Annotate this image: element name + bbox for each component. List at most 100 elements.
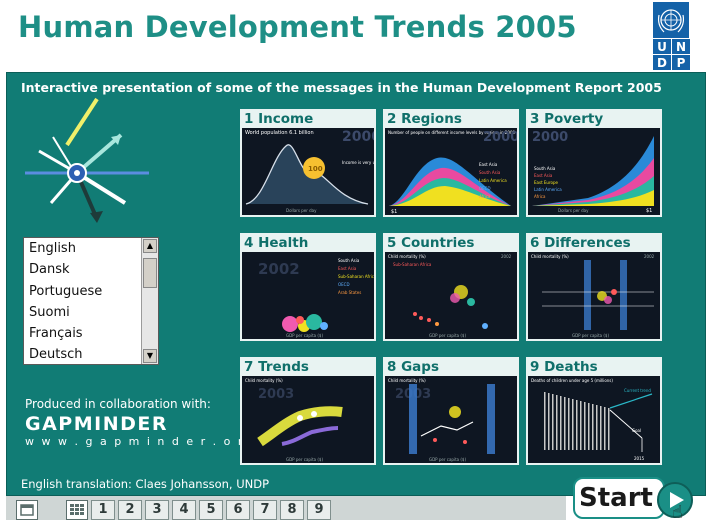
legend-item: East Asia — [479, 162, 498, 167]
slide-button[interactable]: 8 — [280, 500, 304, 520]
legend-item: South Asia — [479, 170, 501, 175]
slide-button[interactable]: 5 — [199, 500, 223, 520]
language-option[interactable]: Dansk — [29, 262, 70, 278]
scroll-thumb[interactable] — [143, 258, 157, 288]
tile-year: 2000 — [342, 129, 374, 145]
legend-item: East Asia — [338, 266, 357, 271]
legend-item: Africa — [479, 194, 491, 199]
legend-item: Latin America — [534, 187, 562, 192]
tile-caption: World population 6.1 billion — [245, 130, 314, 136]
legend-item: East Europe — [534, 180, 559, 185]
legend-item: OECD — [338, 282, 350, 287]
language-option[interactable]: Deutsch — [29, 347, 83, 363]
collaboration-label: Produced in collaboration with: — [25, 397, 211, 411]
legend-item: Sub-Saharan Africa — [338, 274, 374, 279]
tile-title: 1 Income — [242, 111, 374, 128]
pointer-hand-icon: ☝ — [672, 502, 683, 523]
slide-button[interactable]: 4 — [172, 500, 196, 520]
tile-deaths[interactable]: 9 Deaths Deaths of children under age 5 … — [526, 357, 662, 465]
tile-year: 2002 — [501, 254, 512, 259]
language-option[interactable]: English — [29, 241, 76, 256]
legend-item: South Asia — [338, 258, 360, 263]
start-button[interactable]: Start — [573, 477, 665, 519]
gapminder-logo: GAPMINDER — [25, 413, 168, 435]
tile-title: 9 Deaths — [528, 359, 660, 376]
language-option[interactable]: Français — [29, 326, 83, 342]
window-icon[interactable] — [16, 500, 38, 520]
gapminder-url[interactable]: w w w . g a p m i n d e r . o r g — [25, 435, 259, 448]
play-icon[interactable] — [657, 482, 693, 518]
tile-xlabel: GDP per capita ($) — [429, 457, 466, 462]
slide-button[interactable]: 2 — [118, 500, 142, 520]
tile-annot: Goal — [632, 428, 641, 433]
tile-title: 4 Health — [242, 235, 374, 252]
language-listbox[interactable]: English Dansk Portuguese Suomi Français … — [23, 237, 159, 365]
legend-item: South Asia — [534, 166, 556, 171]
undp-logo: U N D P — [653, 2, 690, 70]
tile-trends[interactable]: 7 Trends Child mortality (%) 2003 GDP pe… — [240, 357, 376, 465]
un-emblem-icon — [653, 2, 689, 38]
tile-caption: Child mortality (%) — [388, 254, 426, 259]
tile-differences[interactable]: 6 Differences Child mortality (%) 2002 G… — [526, 233, 662, 341]
undp-letter: N — [672, 39, 690, 54]
tile-title: 7 Trends — [242, 359, 374, 376]
tile-year: 2003 — [258, 387, 294, 402]
tile-note: Income is very unequally distributed acr… — [342, 160, 374, 165]
tile-year: 2002 — [258, 260, 300, 278]
tile-caption: Dollars per day — [558, 208, 589, 213]
slide-button[interactable]: 9 — [307, 500, 331, 520]
tile-year: 2000 — [483, 130, 517, 145]
tile-xlabel: GDP per capita ($) — [286, 333, 323, 338]
tile-caption: Deaths of children under age 5 (millions… — [531, 378, 613, 383]
tile-poverty[interactable]: 3 Poverty 2000 South Asia East Asia East… — [526, 109, 662, 217]
tile-caption: Child mortality (%) — [245, 378, 283, 383]
tile-title: 8 Gaps — [385, 359, 517, 376]
slide-button[interactable]: 1 — [91, 500, 115, 520]
tile-annot: Sub-Saharan Africa — [393, 262, 432, 267]
tile-health[interactable]: 4 Health 2002 South Asia East Asia Sub-S… — [240, 233, 376, 341]
translation-credit: English translation: Claes Johansson, UN… — [21, 477, 270, 491]
tile-income[interactable]: 1 Income World population 6.1 billion 20… — [240, 109, 376, 217]
tile-countries[interactable]: 5 Countries Child mortality (%) 2002 Sub… — [383, 233, 519, 341]
main-panel: Interactive presentation of some of the … — [6, 72, 706, 496]
language-option[interactable]: Portuguese — [29, 283, 103, 299]
tile-xlabel: Dollars per day — [286, 208, 317, 213]
tile-title: 3 Poverty — [528, 111, 660, 128]
tile-caption: Child mortality (%) — [388, 378, 426, 383]
tile-tick: $1 — [646, 208, 652, 214]
legend-item: Latin America — [479, 178, 507, 183]
scroll-down-arrow-icon[interactable]: ▼ — [143, 349, 157, 363]
slide-button[interactable]: 6 — [226, 500, 250, 520]
tile-year: 2000 — [532, 130, 568, 145]
tile-title: 5 Countries — [385, 235, 517, 252]
undp-letter: U — [653, 39, 671, 54]
undp-letter: D — [653, 55, 671, 70]
tile-xlabel: GDP per capita ($) — [286, 457, 323, 462]
tile-title: 6 Differences — [528, 235, 660, 252]
tile-caption: Child mortality (%) — [531, 254, 569, 259]
page-title: Human Development Trends 2005 — [18, 10, 577, 44]
panel-subtitle: Interactive presentation of some of the … — [21, 80, 662, 95]
tile-gaps[interactable]: 8 Gaps Child mortality (%) 2003 GDP per … — [383, 357, 519, 465]
tile-year: 2015 — [634, 456, 645, 461]
tile-title: 2 Regions — [385, 111, 517, 128]
tile-annot: Current trend — [624, 388, 651, 393]
slide-button[interactable]: 7 — [253, 500, 277, 520]
trends-logo-icon — [25, 97, 149, 223]
legend-item: Arab States — [338, 290, 361, 295]
legend-item: East Asia — [534, 173, 553, 178]
undp-letter: P — [672, 55, 690, 70]
tile-xlabel: GDP per capita ($) — [429, 333, 466, 338]
scroll-up-arrow-icon[interactable]: ▲ — [143, 239, 157, 253]
legend-item: OECD — [479, 186, 491, 191]
tile-xlabel: GDP per capita ($) — [572, 333, 609, 338]
slide-button[interactable]: 3 — [145, 500, 169, 520]
legend-item: Africa — [534, 194, 546, 199]
tile-regions[interactable]: 2 Regions Number of people on different … — [383, 109, 519, 217]
tile-tick: $1 — [391, 209, 397, 215]
tile-year: 2002 — [644, 254, 655, 259]
language-scrollbar[interactable]: ▲ ▼ — [141, 238, 158, 364]
language-option[interactable]: Suomi — [29, 304, 70, 320]
tile-caption: Number of people on different income lev… — [388, 130, 516, 135]
grid-view-icon[interactable] — [66, 500, 88, 520]
